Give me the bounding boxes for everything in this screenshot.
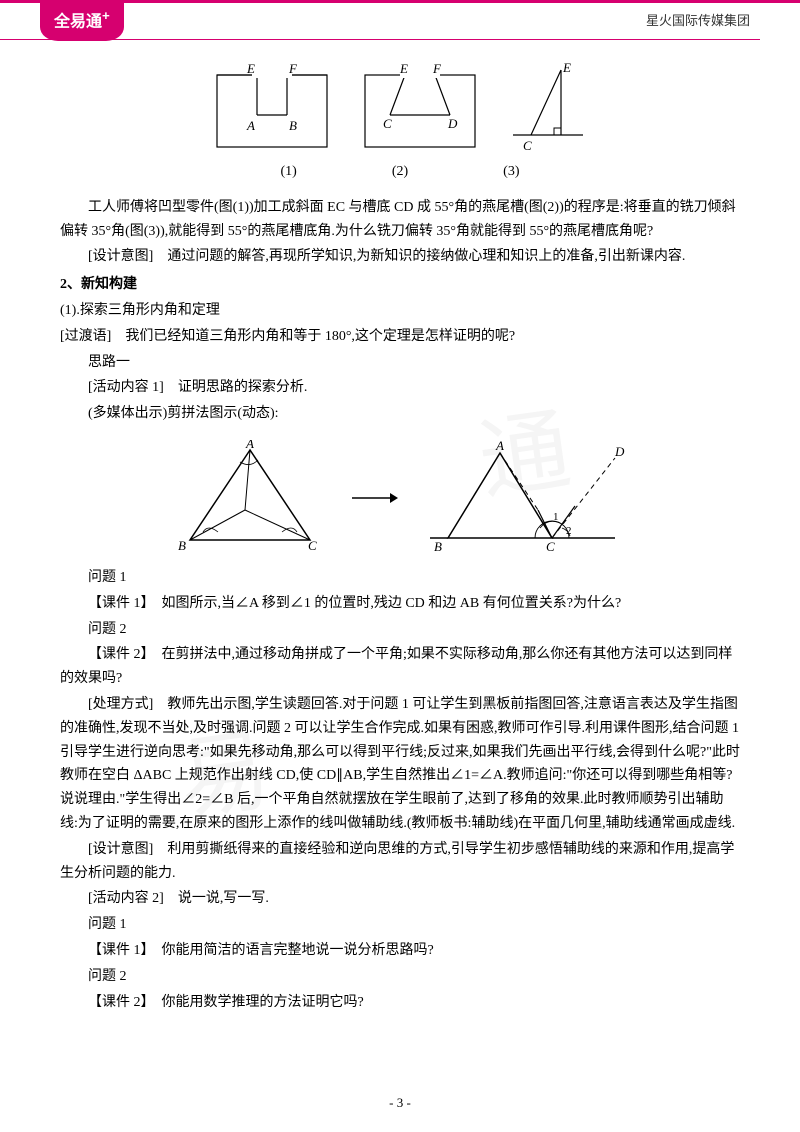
logo-badge: 全易通+ [40,1,124,42]
header-right-main: 星火国际传媒集团 [646,13,750,28]
svg-text:B: B [434,539,442,554]
svg-text:B: B [289,118,297,133]
svg-text:A: A [495,438,504,453]
courseware-1b: 【课件 1】 你能用简洁的语言完整地说一说分析思路吗? [60,939,740,963]
thought-1: 思路一 [60,351,740,375]
page-content: E F A B E F C D E C (1) (2) [0,40,800,1036]
logo-sup: + [102,8,110,23]
design-intent: [设计意图] 通过问题的解答,再现所学知识,为新知识的接纳做心理和知识上的准备,… [60,245,740,269]
svg-text:1: 1 [553,511,559,523]
svg-text:A: A [245,440,254,451]
svg-text:D: D [447,116,458,131]
kj-text: 你能用数学推理的方法证明它吗? [162,995,364,1010]
section-2-title: 2、新知构建 [60,273,740,297]
triangle-right: A B C D 1 2 [420,438,630,558]
kj-label: 【课件 1】 [88,596,148,611]
kj-text: 如图所示,当∠A 移到∠1 的位置时,残边 CD 和边 AB 有何位置关系?为什… [162,596,622,611]
kj-label: 【课件 1】 [88,943,148,958]
diagram-label-1: (1) [281,160,297,184]
diagram-3: E C [503,60,593,155]
diagram-label-2: (2) [392,160,408,184]
diagram-2: E F C D [355,60,485,155]
top-diagrams: E F A B E F C D E C [60,60,740,155]
svg-text:C: C [383,116,392,131]
logo-text: 全易通 [54,13,102,30]
svg-text:E: E [246,61,255,76]
svg-text:F: F [288,61,298,76]
svg-text:C: C [308,538,317,553]
svg-text:B: B [178,538,186,553]
svg-text:C: C [546,539,555,554]
kj-label: 【课件 2】 [88,647,148,662]
courseware-1: 【课件 1】 如图所示,当∠A 移到∠1 的位置时,残边 CD 和边 AB 有何… [60,592,740,616]
svg-text:A: A [246,118,255,133]
svg-text:E: E [562,60,571,75]
question-1: 问题 1 [60,566,740,590]
kj-label: 【课件 2】 [88,995,148,1010]
svg-text:2: 2 [566,525,572,537]
question-2b: 问题 2 [60,965,740,989]
triangle-left: A B C [170,440,330,555]
diagram-1: E F A B [207,60,337,155]
multimedia: (多媒体出示)剪拼法图示(动态): [60,402,740,426]
handling: [处理方式] 教师先出示图,学生读题回答.对于问题 1 可让学生到黑板前指图回答… [60,693,740,836]
svg-text:C: C [523,138,532,153]
section-2-sub: (1).探索三角形内角和定理 [60,299,740,323]
activity-2: [活动内容 2] 说一说,写一写. [60,887,740,911]
diagram-labels: (1) (2) (3) [60,160,740,184]
kj-text: 在剪拼法中,通过移动角拼成了一个平角;如果不实际移动角,那么你还有其他方法可以达… [60,647,732,686]
transition: [过渡语] 我们已经知道三角形内角和等于 180°,这个定理是怎样证明的呢? [60,325,740,349]
svg-text:F: F [432,61,442,76]
question-2: 问题 2 [60,618,740,642]
header-right: 星火国际传媒集团 [646,10,750,32]
svg-text:D: D [614,444,625,459]
design-intent-2: [设计意图] 利用剪撕纸得来的直接经验和逆向思维的方式,引导学生初步感悟辅助线的… [60,838,740,886]
courseware-2: 【课件 2】 在剪拼法中,通过移动角拼成了一个平角;如果不实际移动角,那么你还有… [60,643,740,691]
courseware-2b: 【课件 2】 你能用数学推理的方法证明它吗? [60,991,740,1015]
arrow-icon [350,483,400,513]
svg-text:E: E [399,61,408,76]
activity-1: [活动内容 1] 证明思路的探索分析. [60,376,740,400]
kj-text: 你能用简洁的语言完整地说一说分析思路吗? [162,943,434,958]
page-header: 全易通+ 星火国际传媒集团 [0,3,800,39]
paragraph: 工人师傅将凹型零件(图(1))加工成斜面 EC 与槽底 CD 成 55°角的燕尾… [60,196,740,244]
triangle-diagrams: A B C A B C D [60,438,740,558]
diagram-label-3: (3) [503,160,519,184]
page-number: - 3 - [0,1092,800,1114]
question-1b: 问题 1 [60,913,740,937]
